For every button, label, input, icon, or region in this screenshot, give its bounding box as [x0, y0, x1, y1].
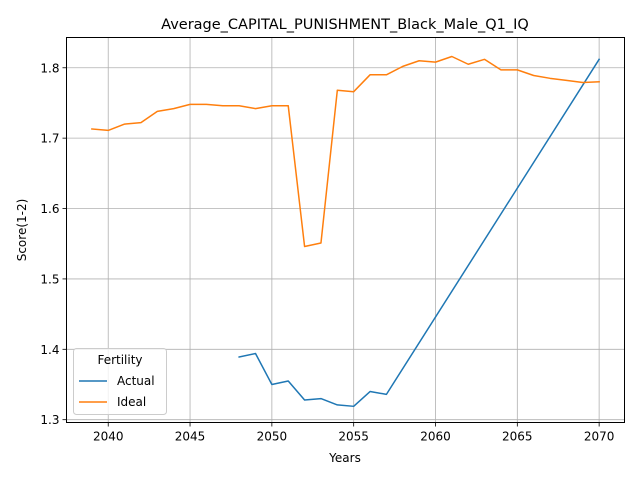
y-tick-label: 1.4 — [40, 343, 59, 357]
y-tick-label: 1.7 — [40, 132, 59, 146]
x-tick-label: 2060 — [420, 430, 451, 444]
legend-title: Fertility — [97, 353, 142, 367]
y-tick-label: 1.6 — [40, 202, 59, 216]
x-axis-title: Years — [328, 451, 361, 465]
series-lines — [91, 55, 601, 408]
y-tick-label: 1.5 — [40, 272, 59, 286]
series-line-actual — [238, 58, 601, 408]
x-tick-label: 2065 — [502, 430, 533, 444]
x-tick-label: 2050 — [257, 430, 288, 444]
legend: Fertility Actual Ideal — [73, 348, 167, 415]
plot-area-frame — [66, 37, 625, 423]
y-tick-label: 1.3 — [40, 413, 59, 427]
x-tick-label: 2055 — [338, 430, 369, 444]
x-tick-label: 2045 — [175, 430, 206, 444]
chart-title: Average_CAPITAL_PUNISHMENT_Black_Male_Q1… — [161, 17, 529, 33]
legend-label-actual: Actual — [117, 374, 155, 388]
legend-box — [73, 348, 167, 415]
y-tick-label: 1.8 — [40, 61, 59, 75]
x-tick-label: 2070 — [584, 430, 615, 444]
series-line-ideal — [91, 55, 600, 248]
y-axis-title: Score(1-2) — [15, 199, 29, 262]
axis-ticks: 2040 2045 2050 2055 2060 2065 2070 1.3 1.4 1.5 1.6… — [40, 61, 614, 443]
x-tick-label: 2040 — [93, 430, 124, 444]
legend-label-ideal: Ideal — [117, 395, 146, 409]
